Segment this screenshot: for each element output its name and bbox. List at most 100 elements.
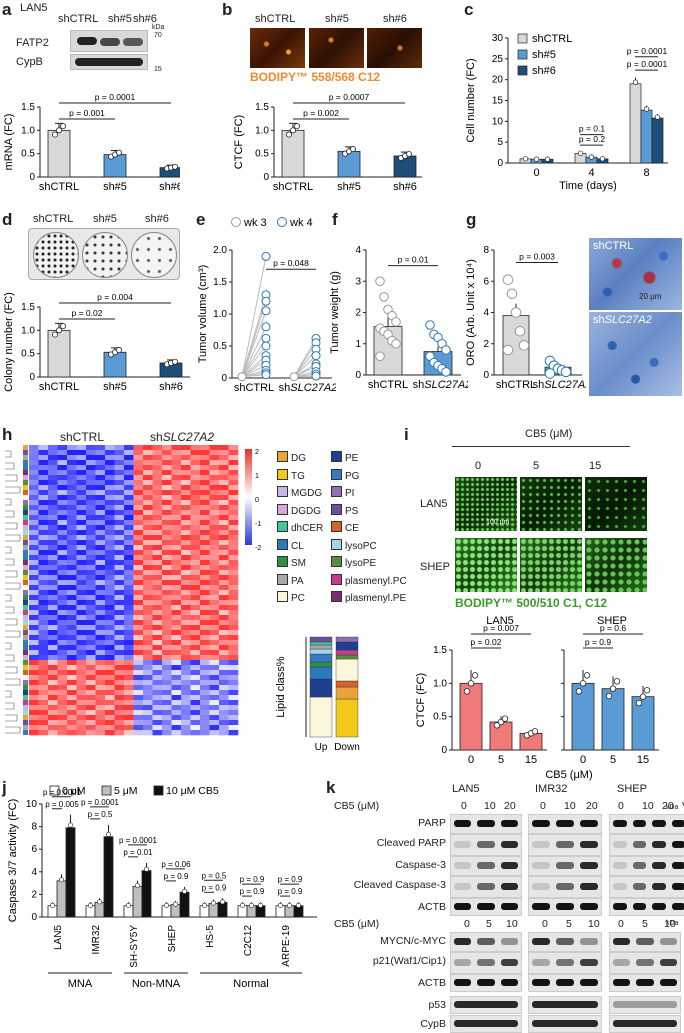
heatmap-cell (96, 530, 106, 535)
heatmap-cell (172, 645, 182, 650)
k-blot (609, 898, 684, 916)
dendrogram-branch (5, 643, 11, 649)
heatmap-cell (229, 560, 239, 565)
k-blot (609, 974, 681, 992)
heatmap-cell (162, 535, 172, 540)
row-annotation (23, 690, 28, 695)
group-label: Normal (233, 978, 268, 990)
heatmap-cell (191, 485, 201, 490)
heatmap-cell (67, 625, 77, 630)
heatmap-cell (58, 635, 68, 640)
data-point (278, 903, 282, 907)
x-tick-label: shCTRL (39, 181, 79, 192)
heatmap-cell (29, 665, 39, 670)
heatmap-cell (200, 650, 210, 655)
heatmap-cell (29, 585, 39, 590)
group-label: MNA (68, 978, 93, 990)
legend-swatch (277, 556, 288, 567)
legend-swatch (331, 574, 342, 585)
heatmap-cell (153, 610, 163, 615)
heatmap-cell (115, 455, 125, 460)
heatmap-cell (48, 450, 58, 455)
heatmap-cell (96, 570, 106, 575)
heatmap-cell (172, 610, 182, 615)
heatmap-cell (115, 505, 125, 510)
data-point (144, 867, 148, 871)
heatmap-cell (105, 495, 115, 500)
heatmap-cell (96, 725, 106, 730)
heatmap-cell (210, 655, 220, 660)
heatmap-cell (172, 695, 182, 700)
heatmap-cell (229, 650, 239, 655)
colorbar-tick: 0 (255, 497, 259, 504)
heatmap-cell (229, 600, 239, 605)
heatmap-cell (191, 505, 201, 510)
k-band (501, 903, 518, 910)
heatmap-cell (124, 570, 134, 575)
y-axis-label: CTCF (FC) (415, 673, 427, 727)
heatmap-cell (153, 710, 163, 715)
heatmap-cell (124, 550, 134, 555)
data-point-wk3 (290, 373, 298, 381)
heatmap-cell (153, 600, 163, 605)
heatmap-cell (210, 445, 220, 450)
y-tick-label: 1.5 (21, 102, 35, 113)
heatmap-cell (39, 700, 49, 705)
data-point (576, 689, 582, 695)
heatmap-cell (39, 635, 49, 640)
data-point (578, 151, 583, 156)
heatmap-cell (105, 605, 115, 610)
heatmap-cell (67, 450, 77, 455)
heatmap-cell (86, 660, 96, 665)
heatmap-cell (134, 640, 144, 645)
heatmap-cell (200, 635, 210, 640)
heatmap-cell (162, 505, 172, 510)
heatmap-cell (29, 640, 39, 645)
x-tick-label: sh#6 (393, 181, 417, 192)
heatmap-cell (124, 635, 134, 640)
heatmap-cell (143, 510, 153, 515)
k-band (532, 1020, 598, 1027)
heatmap-cell (48, 545, 58, 550)
heatmap-cell (210, 680, 220, 685)
heatmap-cell (77, 530, 87, 535)
heatmap-cell (143, 470, 153, 475)
heatmap-cell (191, 510, 201, 515)
row-annotation (23, 635, 28, 640)
k-blot (528, 834, 602, 856)
heatmap-cell (77, 460, 87, 465)
heatmap-cell (105, 470, 115, 475)
heatmap-cell (96, 515, 106, 520)
panel-k-blots: CB5 (μM)010200102001020VP16kDaPARP125Cle… (326, 796, 684, 996)
heatmap-cell (191, 645, 201, 650)
heatmap-cell (105, 525, 115, 530)
heatmap-cell (48, 445, 58, 450)
heatmap-cell (200, 655, 210, 660)
heatmap-cell (115, 645, 125, 650)
heatmap-cell (181, 640, 191, 645)
heatmap-cell (105, 620, 115, 625)
legend-item-plasmenyl.PC: plasmenyl.PC (331, 574, 407, 587)
heatmap-cell (172, 555, 182, 560)
heatmap-cell (172, 550, 182, 555)
heatmap-cell (210, 570, 220, 575)
bar-1 (104, 352, 126, 377)
heatmap-cell (115, 495, 125, 500)
row-annotation (23, 445, 28, 450)
heatmap-cell (86, 630, 96, 635)
y-tick-label: 20 (492, 75, 504, 86)
heatmap-cell (29, 720, 39, 725)
heatmap-cell (200, 495, 210, 500)
heatmap-cell (29, 540, 39, 545)
heatmap-cell (115, 580, 125, 585)
k-blot (450, 1015, 522, 1033)
data-point (88, 903, 92, 907)
heatmap-cell (115, 715, 125, 720)
heatmap-cell (200, 450, 210, 455)
data-point (106, 832, 110, 836)
heatmap-cell (86, 555, 96, 560)
legend-swatch (277, 486, 288, 497)
bar-shCTRL (630, 84, 641, 163)
data-point (126, 903, 130, 907)
heatmap-cell (219, 630, 229, 635)
